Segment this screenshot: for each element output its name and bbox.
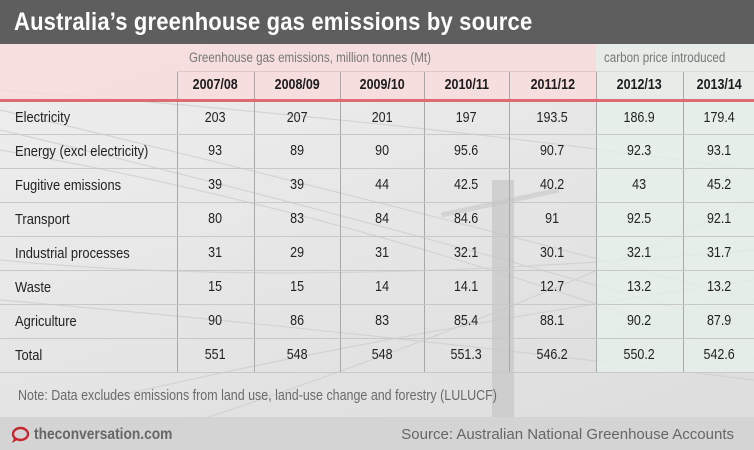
table-cell: 30.1 [508, 236, 596, 271]
speech-bubble-icon [11, 426, 30, 443]
corner-cell [0, 44, 177, 71]
table-row: Industrial processes 31 29 31 32.1 30.1 32.1 31… [0, 236, 754, 271]
table-cell: 13.2 [595, 270, 683, 305]
table-cell: 83 [253, 202, 340, 237]
table-cell: 542.6 [682, 338, 754, 373]
table-cell: 31 [176, 236, 254, 271]
table-cell: 551.3 [423, 338, 509, 373]
table-cell: 90.2 [595, 304, 683, 339]
table-cell: 15 [253, 270, 340, 305]
table-cell: 31.7 [682, 236, 754, 271]
column-header: 2009/10 [339, 71, 424, 102]
table-cell: 92.1 [682, 202, 754, 237]
table-cell: 40.2 [508, 168, 596, 203]
table-cell: 44 [339, 168, 424, 203]
column-header: 2010/11 [423, 71, 509, 102]
table-cell: 32.1 [423, 236, 509, 271]
table-cell: 548 [339, 338, 424, 373]
table-cell: 39 [253, 168, 340, 203]
table-cell: 95.6 [423, 134, 509, 169]
footnote: Note: Data excludes emissions from land … [18, 388, 497, 404]
table-cell: 31 [339, 236, 424, 271]
table-cell: 197 [423, 100, 509, 135]
row-label: Fugitive emissions [0, 168, 177, 203]
table-cell: 89 [253, 134, 340, 169]
table-row: Electricity 203 207 201 197 193.5 186.9 179.4 [0, 100, 754, 135]
group-header-carbon-price: carbon price introduced [596, 44, 754, 72]
source-credit: Source: Australian National Greenhouse A… [401, 426, 734, 443]
table-cell: 80 [176, 202, 254, 237]
column-header: 2011/12 [508, 71, 596, 102]
page-title: Australia’s greenhouse gas emissions by … [0, 0, 754, 44]
table-cell: 39 [176, 168, 254, 203]
table-cell: 203 [176, 100, 254, 135]
table-row: Transport 80 83 84 84.6 91 92.5 92.1 [0, 202, 754, 237]
table-cell: 86 [253, 304, 340, 339]
emissions-table: Greenhouse gas emissions, million tonnes… [0, 44, 754, 373]
table-cell: 29 [253, 236, 340, 271]
column-header: 2007/08 [176, 71, 254, 102]
table-cell: 84 [339, 202, 424, 237]
table-cell: 207 [253, 100, 340, 135]
year-header-row: 2007/08 2008/09 2009/10 2010/11 2011/12 … [0, 71, 754, 102]
row-label: Energy (excl electricity) [0, 134, 177, 169]
publisher-logo[interactable]: theconversation.com [10, 425, 195, 445]
corner-cell-2 [0, 71, 177, 102]
table-cell: 179.4 [682, 100, 754, 135]
row-label: Agriculture [0, 304, 177, 339]
table-body: Electricity 203 207 201 197 193.5 186.9 179.4 En… [0, 100, 754, 373]
table-cell: 550.2 [595, 338, 683, 373]
table-cell: 32.1 [595, 236, 683, 271]
table-cell: 201 [339, 100, 424, 135]
table-cell: 90 [339, 134, 424, 169]
table-cell: 551 [176, 338, 254, 373]
footer-bar: theconversation.com Source: Australian N… [0, 417, 754, 450]
column-header: 2008/09 [253, 71, 340, 102]
table-cell: 186.9 [595, 100, 683, 135]
row-label: Total [0, 338, 177, 373]
table-cell: 93.1 [682, 134, 754, 169]
table-cell: 14.1 [423, 270, 509, 305]
table-cell: 83 [339, 304, 424, 339]
title-text: Australia’s greenhouse gas emissions by … [14, 8, 533, 36]
group-header-emissions: Greenhouse gas emissions, million tonnes… [177, 44, 596, 72]
table-row: Agriculture 90 86 83 85.4 88.1 90.2 87.9 [0, 304, 754, 339]
table-cell: 42.5 [423, 168, 509, 203]
table-cell: 84.6 [423, 202, 509, 237]
row-label: Transport [0, 202, 177, 237]
table-cell: 92.5 [595, 202, 683, 237]
column-header: 2012/13 [595, 71, 683, 102]
table-cell: 14 [339, 270, 424, 305]
row-label: Electricity [0, 100, 177, 135]
table-cell: 92.3 [595, 134, 683, 169]
table-cell: 12.7 [508, 270, 596, 305]
table-cell: 90.7 [508, 134, 596, 169]
table-row: Fugitive emissions 39 39 44 42.5 40.2 43 45.2 [0, 168, 754, 203]
table-cell: 15 [176, 270, 254, 305]
table-cell: 548 [253, 338, 340, 373]
table-cell: 91 [508, 202, 596, 237]
table-row: Waste 15 15 14 14.1 12.7 13.2 13.2 [0, 270, 754, 305]
table-cell: 193.5 [508, 100, 596, 135]
column-header: 2013/14 [682, 71, 754, 102]
table-cell: 13.2 [682, 270, 754, 305]
table-cell: 45.2 [682, 168, 754, 203]
table-cell: 93 [176, 134, 254, 169]
table-row: Total 551 548 548 551.3 546.2 550.2 542.6 [0, 338, 754, 373]
row-label: Waste [0, 270, 177, 305]
table-cell: 43 [595, 168, 683, 203]
table-row: Energy (excl electricity) 93 89 90 95.6 90.7 9… [0, 134, 754, 169]
table-cell: 85.4 [423, 304, 509, 339]
table-cell: 90 [176, 304, 254, 339]
table-cell: 88.1 [508, 304, 596, 339]
row-label: Industrial processes [0, 236, 177, 271]
table-cell: 87.9 [682, 304, 754, 339]
table-cell: 546.2 [508, 338, 596, 373]
group-header-row: Greenhouse gas emissions, million tonnes… [0, 44, 754, 72]
logo-text: theconversation.com [34, 426, 173, 443]
